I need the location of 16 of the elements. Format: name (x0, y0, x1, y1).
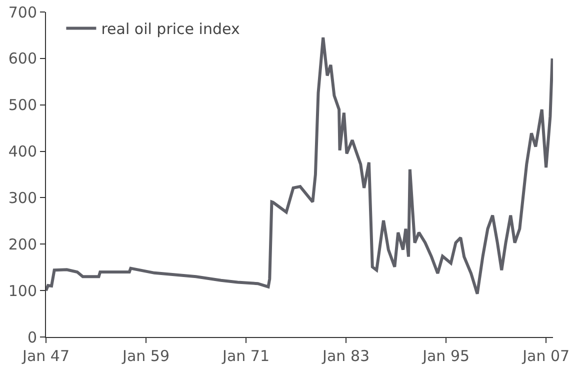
y-tick-label: 500 (8, 96, 37, 114)
legend-label: real oil price index (101, 20, 240, 38)
x-tick-label: Jan 83 (322, 347, 370, 365)
x-tick-label: Jan 95 (422, 347, 470, 365)
x-tick-label: Jan 71 (222, 347, 270, 365)
x-tick-label: Jan 07 (522, 347, 570, 365)
y-tick-label: 100 (8, 282, 37, 300)
x-tick-label: Jan 47 (22, 347, 70, 365)
y-tick-label: 0 (27, 328, 37, 346)
line-series (46, 36, 553, 296)
y-tick-label: 300 (8, 188, 37, 207)
y-tick-label: 200 (8, 235, 37, 254)
x-tick-label: Jan 59 (122, 347, 170, 365)
y-tick-label: 700 (8, 3, 37, 22)
y-tick-label: 600 (8, 50, 37, 68)
y-tick-label: 400 (8, 142, 37, 161)
